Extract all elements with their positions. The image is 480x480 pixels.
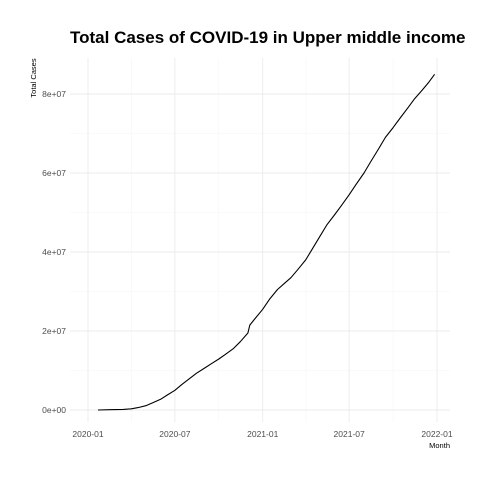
y-tick-label: 8e+07: [42, 89, 66, 99]
x-tick-label: 2021-01: [247, 429, 278, 439]
x-tick-label: 2021-07: [334, 429, 365, 439]
minor-gridlines: [70, 58, 450, 422]
x-tick-label: 2022-01: [421, 429, 452, 439]
major-gridlines: [70, 58, 450, 422]
y-tick-label: 4e+07: [42, 247, 66, 257]
x-axis-title: Month: [429, 441, 450, 450]
y-axis-tick-labels: 0e+00 2e+07 4e+07 6e+07 8e+07: [42, 89, 66, 415]
y-tick-label: 0e+00: [42, 405, 66, 415]
series-line: [97, 73, 436, 411]
x-axis-tick-labels: 2020-01 2020-07 2021-01 2021-07 2022-01: [72, 429, 452, 439]
chart-title: Total Cases of COVID-19 in Upper middle …: [70, 28, 465, 47]
x-tick-label: 2020-07: [159, 429, 190, 439]
y-tick-label: 6e+07: [42, 168, 66, 178]
y-axis-title: Total Cases: [29, 58, 38, 97]
series-layer: [97, 73, 436, 411]
x-tick-label: 2020-01: [72, 429, 103, 439]
y-tick-label: 2e+07: [42, 326, 66, 336]
